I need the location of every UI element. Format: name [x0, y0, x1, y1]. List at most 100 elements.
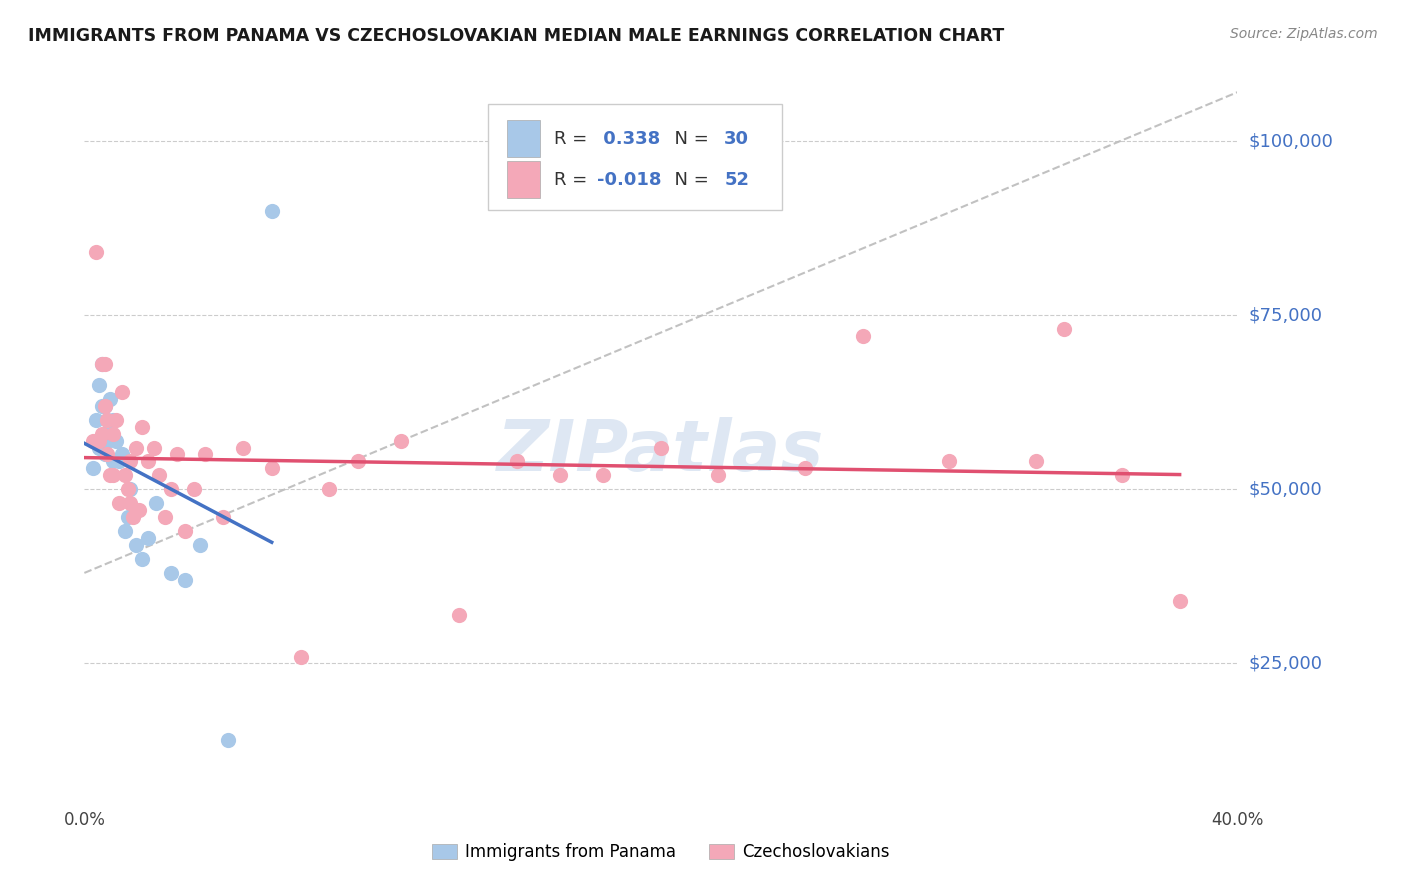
Point	[142, 441, 165, 455]
Text: 30: 30	[724, 129, 749, 148]
Point	[347, 454, 370, 468]
Bar	[508, 161, 540, 198]
Point	[98, 426, 121, 441]
Point	[218, 733, 240, 747]
Point	[120, 454, 142, 468]
Point	[183, 483, 205, 497]
Text: 52: 52	[724, 170, 749, 188]
Point	[131, 552, 153, 566]
Point	[548, 468, 571, 483]
Point	[111, 448, 134, 462]
Text: R =: R =	[554, 170, 592, 188]
Point	[105, 412, 128, 426]
Point	[938, 454, 960, 468]
Point	[84, 245, 107, 260]
Text: N =: N =	[664, 129, 714, 148]
Point	[128, 503, 150, 517]
Point	[1111, 468, 1133, 483]
Text: N =: N =	[664, 170, 714, 188]
Point	[103, 426, 124, 441]
Point	[449, 607, 471, 622]
Point	[93, 399, 115, 413]
Point	[506, 454, 529, 468]
Text: $25,000: $25,000	[1249, 655, 1323, 673]
Point	[290, 649, 312, 664]
Bar	[508, 120, 540, 157]
Point	[98, 468, 121, 483]
Point	[87, 377, 110, 392]
Point	[82, 434, 104, 448]
Text: 0.338: 0.338	[598, 129, 661, 148]
Point	[103, 412, 124, 426]
Point	[650, 441, 672, 455]
Point	[1053, 322, 1076, 336]
Point	[153, 510, 176, 524]
Point	[108, 454, 131, 468]
Point	[125, 538, 148, 552]
Point	[160, 566, 183, 580]
Text: ZIPatlas: ZIPatlas	[498, 417, 824, 486]
Legend: Immigrants from Panama, Czechoslovakians: Immigrants from Panama, Czechoslovakians	[425, 837, 897, 868]
Point	[96, 434, 118, 448]
Point	[82, 461, 104, 475]
Point	[90, 426, 112, 441]
Point	[90, 357, 112, 371]
Point	[90, 357, 112, 371]
Point	[160, 483, 183, 497]
Text: $75,000: $75,000	[1249, 306, 1323, 324]
Point	[103, 454, 124, 468]
Point	[148, 468, 170, 483]
Point	[87, 434, 110, 448]
Point	[93, 357, 115, 371]
Point	[96, 412, 118, 426]
Point	[1025, 454, 1047, 468]
Point	[117, 483, 139, 497]
Point	[84, 412, 107, 426]
Point	[166, 448, 188, 462]
Point	[260, 461, 283, 475]
FancyBboxPatch shape	[488, 104, 782, 211]
Point	[260, 203, 283, 218]
Point	[1168, 594, 1191, 608]
Point	[90, 399, 112, 413]
Point	[145, 496, 167, 510]
Text: -0.018: -0.018	[598, 170, 662, 188]
Point	[108, 496, 131, 510]
Point	[93, 399, 115, 413]
Point	[122, 510, 145, 524]
Point	[96, 412, 118, 426]
Text: Source: ZipAtlas.com: Source: ZipAtlas.com	[1230, 27, 1378, 41]
Point	[794, 461, 817, 475]
Point	[136, 531, 159, 545]
Point	[103, 468, 124, 483]
Text: $50,000: $50,000	[1249, 480, 1322, 499]
Point	[87, 441, 110, 455]
Point	[117, 510, 139, 524]
Point	[707, 468, 730, 483]
Point	[96, 448, 118, 462]
Text: R =: R =	[554, 129, 592, 148]
Point	[318, 483, 340, 497]
Point	[188, 538, 211, 552]
Point	[136, 454, 159, 468]
Point	[232, 441, 254, 455]
Point	[114, 524, 136, 538]
Point	[98, 392, 121, 406]
Point	[592, 468, 614, 483]
Point	[131, 419, 153, 434]
Point	[174, 573, 197, 587]
Point	[125, 441, 148, 455]
Point	[114, 468, 136, 483]
Text: $100,000: $100,000	[1249, 132, 1333, 150]
Point	[391, 434, 413, 448]
Point	[120, 483, 142, 497]
Point	[120, 496, 142, 510]
Point	[174, 524, 197, 538]
Point	[852, 329, 875, 343]
Point	[194, 448, 217, 462]
Text: IMMIGRANTS FROM PANAMA VS CZECHOSLOVAKIAN MEDIAN MALE EARNINGS CORRELATION CHART: IMMIGRANTS FROM PANAMA VS CZECHOSLOVAKIA…	[28, 27, 1004, 45]
Point	[93, 426, 115, 441]
Point	[93, 448, 115, 462]
Point	[211, 510, 233, 524]
Point	[111, 384, 134, 399]
